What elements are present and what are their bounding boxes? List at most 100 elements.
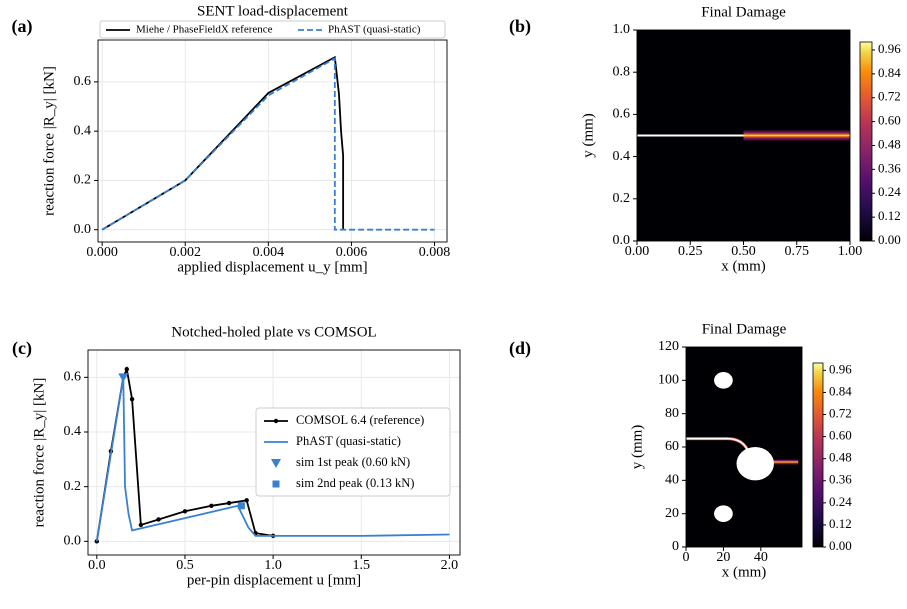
- chart-title: SENT load-displacement: [197, 3, 349, 19]
- y-tick-label: 0: [672, 539, 679, 554]
- y-tick-label: 100: [658, 373, 679, 388]
- x-tick-label: 1.0: [264, 558, 282, 573]
- x-tick-label: 0.006: [336, 245, 368, 260]
- colorbar-tick-label: 0.96: [829, 361, 852, 376]
- panel-label: (c): [12, 338, 32, 359]
- data-point: [138, 522, 144, 528]
- y-axis-label: reaction force |R_y| [kN]: [41, 66, 57, 216]
- hole: [736, 447, 774, 481]
- x-axis-label: x (mm): [721, 258, 766, 274]
- chart-title: Final Damage: [701, 4, 786, 20]
- y-tick-label: 0.6: [613, 107, 631, 122]
- y-tick-label: 0.4: [613, 149, 631, 164]
- axes-frame: [87, 349, 461, 556]
- y-tick-label: 0.0: [64, 534, 82, 549]
- y-axis-label: y (mm): [580, 113, 596, 158]
- legend-swatch: [271, 459, 281, 468]
- y-axis-label: y (mm): [629, 425, 645, 470]
- y-tick-label: 0.2: [74, 173, 92, 188]
- legend: COMSOL 6.4 (reference) PhAST (quasi-stati…: [255, 407, 451, 497]
- x-tick-label: 0.00: [625, 244, 650, 259]
- colorbar-tick-label: 0.12: [878, 208, 901, 223]
- data-point: [182, 509, 188, 514]
- data-point: [129, 397, 135, 402]
- legend-swatch: [273, 418, 279, 424]
- colorbar-tick-label: 0.60: [878, 113, 901, 128]
- series-line: [101, 56, 435, 231]
- x-tick-label: 0: [683, 550, 690, 565]
- legend-swatch: [272, 480, 280, 488]
- legend-label: sim 1st peak (0.60 kN): [296, 455, 410, 469]
- x-tick-label: 0.25: [678, 244, 703, 259]
- x-tick-label: 1.5: [353, 558, 371, 573]
- hole: [714, 505, 733, 522]
- y-tick-label: 20: [665, 506, 679, 521]
- colorbar-tick-label: 0.00: [829, 538, 852, 553]
- legend-label: sim 2nd peak (0.13 kN): [296, 476, 414, 490]
- y-tick-label: 1.0: [613, 22, 631, 37]
- panel-label: (b): [509, 16, 531, 37]
- legend: Miehe / PhaseFieldX reference PhAST (quas…: [99, 20, 446, 39]
- initial-crack: [686, 437, 749, 451]
- data-point: [226, 500, 232, 506]
- colorbar-tick-label: 0.48: [878, 136, 901, 151]
- colorbar-tick-label: 0.96: [878, 41, 901, 56]
- x-tick-label: 0.002: [170, 245, 202, 260]
- y-tick-label: 0.6: [64, 370, 82, 385]
- x-tick-label: 0.5: [176, 558, 194, 573]
- x-tick-label: 0.000: [86, 245, 118, 260]
- y-tick-label: 40: [665, 473, 679, 488]
- y-tick-label: 0.0: [613, 233, 631, 248]
- x-axis-label: x (mm): [722, 564, 767, 580]
- hole: [714, 372, 733, 389]
- colorbar-tick-label: 0.36: [878, 160, 901, 175]
- legend-label: PhAST (quasi-static): [328, 24, 421, 36]
- x-tick-label: 0.008: [419, 245, 451, 260]
- colorbar-tick-label: 0.84: [829, 383, 852, 398]
- y-tick-label: 0.0: [74, 222, 92, 237]
- y-tick-label: 0.4: [74, 123, 92, 138]
- colorbar-tick-label: 0.48: [829, 450, 852, 465]
- y-tick-label: 0.2: [64, 479, 82, 494]
- data-point: [118, 373, 129, 383]
- legend-label: Miehe / PhaseFieldX reference: [136, 24, 273, 36]
- data-point: [209, 503, 214, 508]
- x-tick-label: 1.00: [838, 244, 863, 259]
- legend-box: [255, 407, 451, 497]
- panel-label: (d): [509, 338, 531, 359]
- x-tick-label: 40: [754, 550, 768, 565]
- y-tick-label: 80: [665, 406, 679, 421]
- chart-title: Notched-holed plate vs COMSOL: [171, 324, 376, 340]
- damage-band: [743, 129, 850, 142]
- data-point: [237, 502, 245, 510]
- colorbar-tick-label: 0.84: [878, 65, 901, 80]
- data-point: [244, 498, 249, 503]
- y-tick-label: 0.4: [64, 424, 82, 439]
- colorbar-tick-label: 0.24: [878, 184, 901, 199]
- y-tick-label: 0.2: [613, 191, 631, 206]
- y-tick-label: 0.6: [74, 74, 92, 89]
- y-tick-label: 0.8: [613, 64, 631, 79]
- colorbar: [812, 362, 824, 548]
- x-tick-label: 0.75: [785, 244, 810, 259]
- axes-frame: [97, 39, 448, 243]
- colorbar-tick-label: 0.36: [829, 472, 852, 487]
- damage-band: [772, 459, 799, 465]
- legend-label: COMSOL 6.4 (reference): [296, 413, 424, 427]
- colorbar-tick-label: 0.72: [878, 89, 901, 104]
- colorbar-tick-label: 0.12: [829, 516, 852, 531]
- colorbar-tick-label: 0.60: [829, 428, 852, 443]
- x-tick-label: 0.50: [731, 244, 756, 259]
- y-tick-label: 120: [658, 339, 679, 354]
- x-axis-label: per-pin displacement u [mm]: [187, 572, 361, 588]
- series-line: [95, 377, 450, 542]
- colorbar-tick-label: 0.00: [878, 232, 901, 247]
- x-axis-label: applied displacement u_y [mm]: [177, 259, 367, 275]
- data-point: [156, 517, 161, 522]
- panel-label: (a): [12, 16, 33, 37]
- x-tick-label: 0.004: [253, 245, 285, 260]
- colorbar-tick-label: 0.72: [829, 406, 852, 421]
- colorbar: [859, 41, 873, 242]
- colorbar-tick-label: 0.24: [829, 494, 852, 509]
- data-point: [124, 366, 129, 372]
